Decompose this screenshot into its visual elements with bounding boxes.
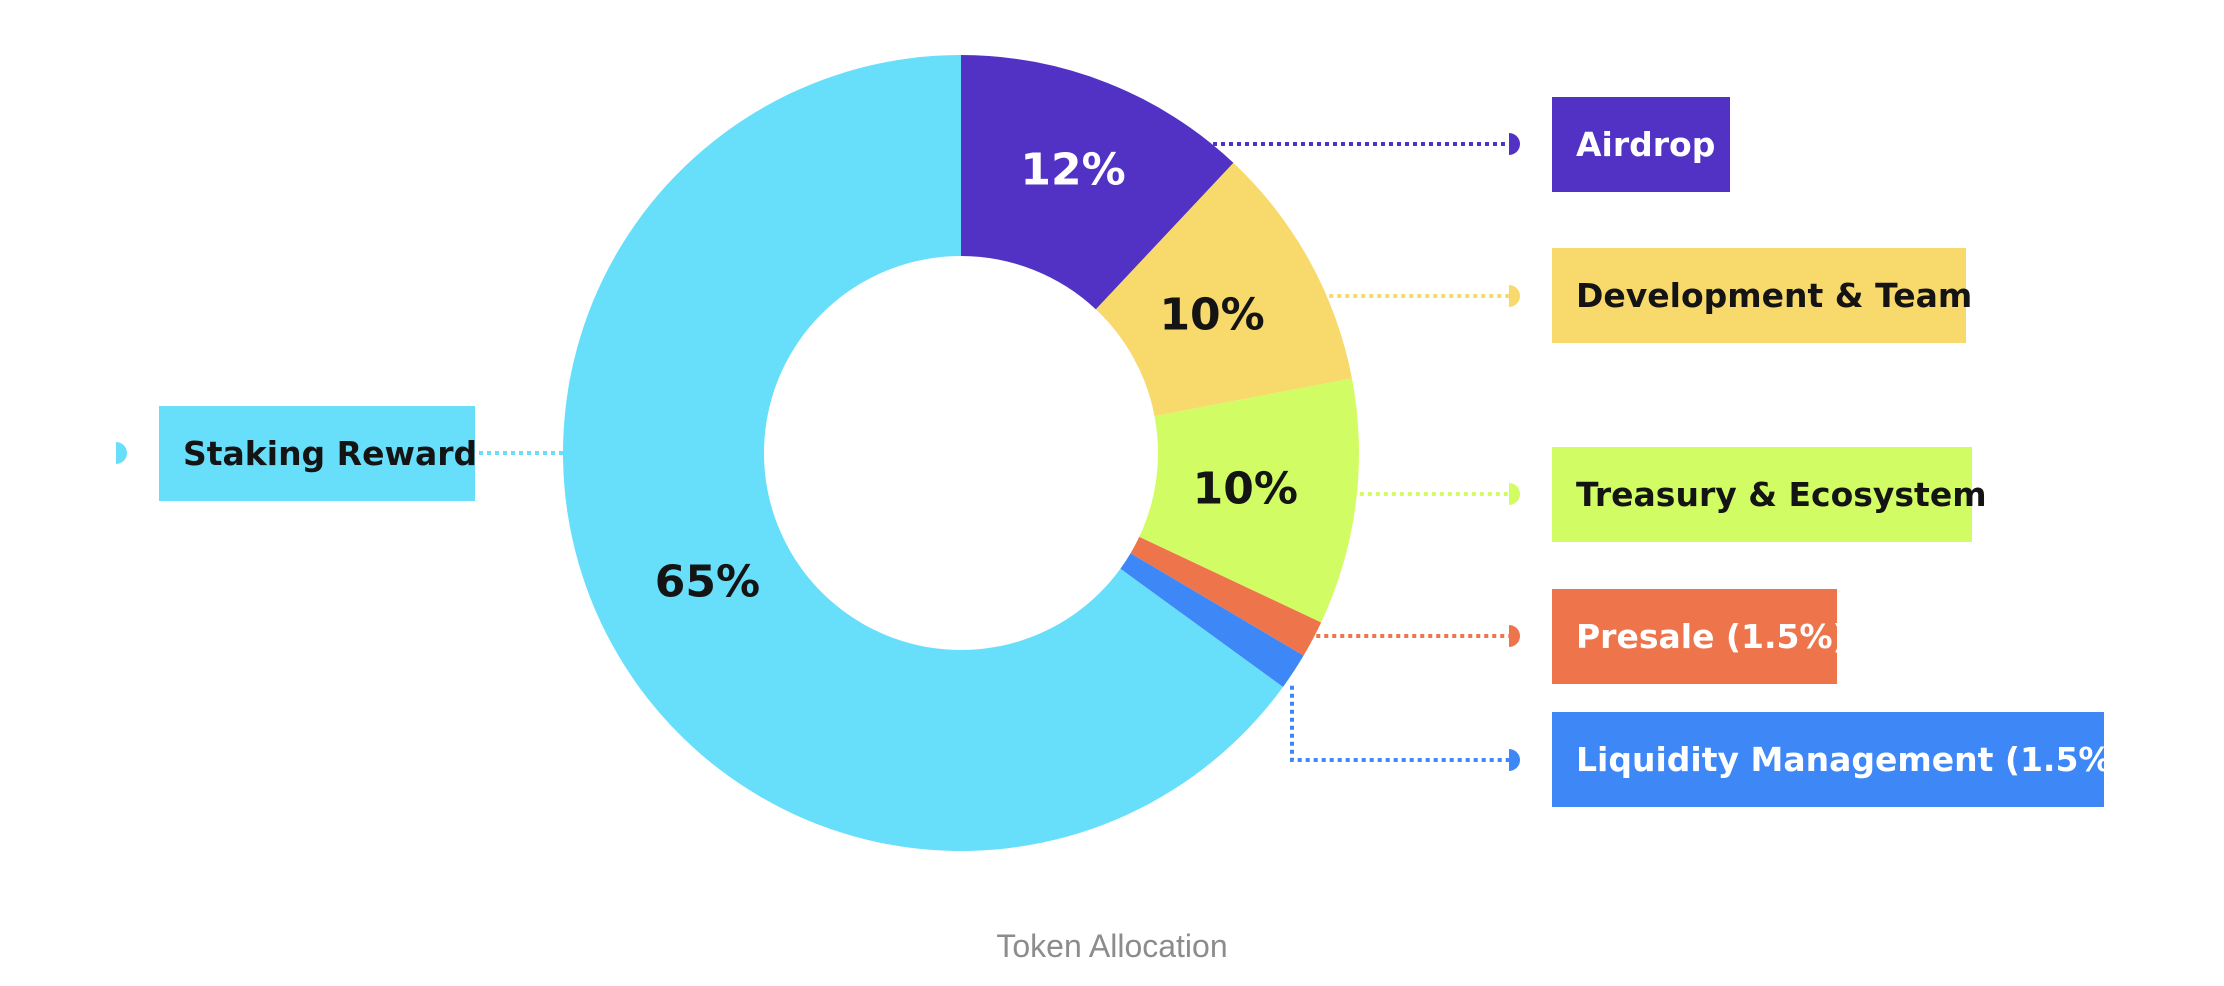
slice-liquidity-management-1-5 <box>1120 553 1304 687</box>
legend-label: Presale (1.5%) <box>1576 617 1848 656</box>
legend-label: Development & Team <box>1576 276 1973 315</box>
slice-value-staking-reward: 65% <box>655 557 760 608</box>
legend-item-staking-reward: Staking Reward <box>159 406 478 501</box>
legend-label: Liquidity Management (1.5%) <box>1576 740 2127 779</box>
slice-development-team <box>1095 162 1352 417</box>
slice-value-airdrop: 12% <box>1020 144 1125 195</box>
marker-treasury-ecosystem <box>1509 483 1520 505</box>
legend-item-airdrop: Airdrop <box>1552 97 1730 192</box>
legend-item-presale-1-5: Presale (1.5%) <box>1552 589 1848 684</box>
slice-presale-1-5 <box>1130 536 1322 656</box>
marker-staking-reward <box>116 442 127 464</box>
slice-treasury-ecosystem <box>1139 378 1359 623</box>
legend-item-treasury-ecosystem: Treasury & Ecosystem <box>1552 447 1987 542</box>
chart-caption: Token Allocation <box>996 928 1228 964</box>
marker-presale-1-5 <box>1509 625 1520 647</box>
marker-development-team <box>1509 285 1520 307</box>
legend-label: Airdrop <box>1576 125 1716 164</box>
marker-liquidity-management-1-5 <box>1509 749 1520 771</box>
slice-value-treasury-ecosystem: 10% <box>1193 463 1298 514</box>
slice-value-development-team: 10% <box>1159 289 1264 340</box>
legend-item-liquidity-management-1-5: Liquidity Management (1.5%) <box>1552 712 2127 807</box>
marker-airdrop <box>1509 133 1520 155</box>
slice-airdrop <box>961 55 1234 310</box>
legend-label: Staking Reward <box>183 434 478 473</box>
legend-label: Treasury & Ecosystem <box>1576 475 1987 514</box>
connector-liquidity-management-1-5 <box>1290 685 1509 762</box>
legend-item-development-team: Development & Team <box>1552 248 1972 343</box>
slice-staking-reward <box>562 55 1283 852</box>
